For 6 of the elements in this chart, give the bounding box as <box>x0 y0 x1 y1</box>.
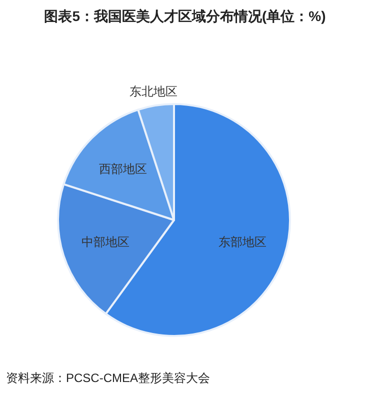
slice-label: 东部地区 <box>218 235 266 250</box>
slice-label: 东北地区 <box>130 84 178 99</box>
text: 资料来源：PCSC-CMEA整形美容大会 <box>6 370 210 387</box>
chart-title: 图表5：我国医美人才区域分布情况(单位：%) <box>43 7 327 26</box>
slice-label: 中部地区 <box>82 235 130 250</box>
slice-label: 西部地区 <box>99 162 148 176</box>
